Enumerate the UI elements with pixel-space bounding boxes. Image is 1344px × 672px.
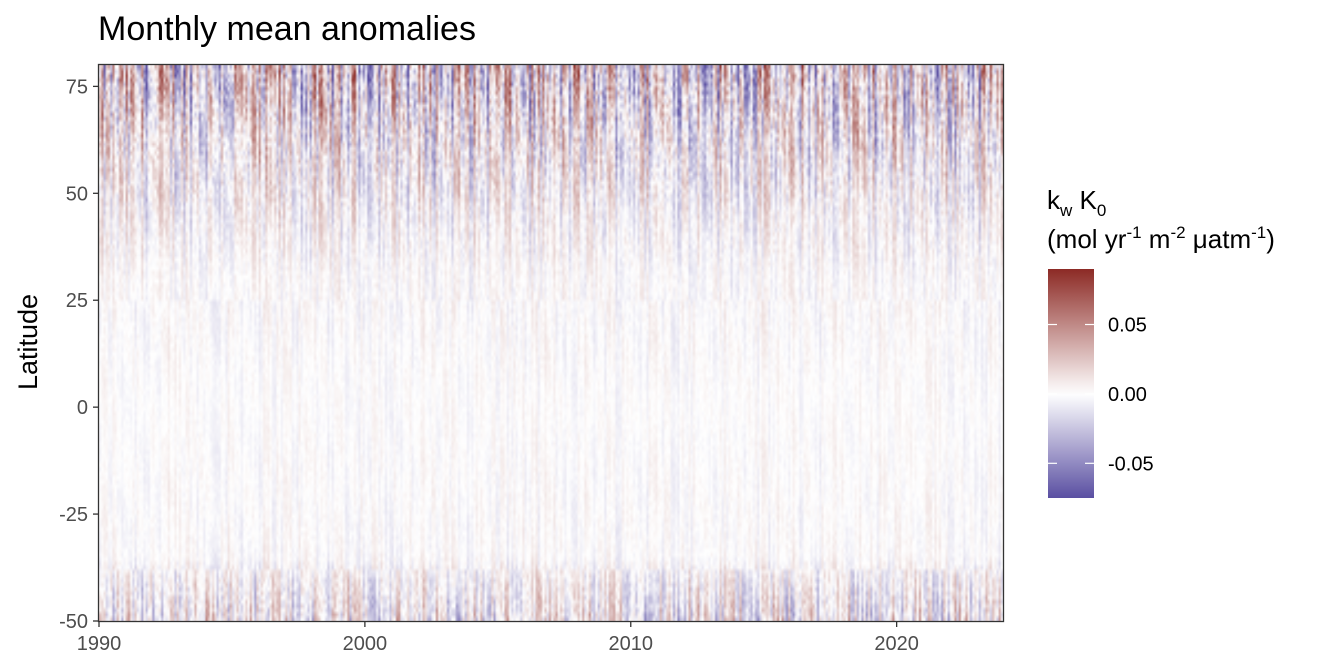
colorbar-tick-label: 0.05 (1108, 315, 1147, 337)
heatmap-cells (99, 65, 1003, 621)
chart-title: Monthly mean anomalies (98, 10, 476, 48)
colorbar-title-K: K (1072, 185, 1097, 215)
colorbar-title: kw K0 (1047, 185, 1106, 220)
colorbar-units: (mol yr-1 m-2 μatm-1) (1047, 223, 1275, 254)
y-tick-label: 75 (66, 76, 88, 98)
colorbar-legend: kw K0 (mol yr-1 m-2 μatm-1) 0.05 0.00 -0.0… (1047, 185, 1275, 498)
colorbar-title-sub-0: 0 (1097, 201, 1106, 220)
colorbar (1048, 269, 1094, 498)
x-tick-label: 1990 (77, 633, 122, 655)
x-tick-label: 2000 (343, 633, 388, 655)
colorbar-ticks: 0.05 0.00 -0.05 (1048, 315, 1154, 475)
colorbar-title-sub-w: w (1059, 201, 1073, 220)
colorbar-title-k: k (1047, 185, 1061, 215)
plot-border (97, 63, 1005, 623)
x-tick-label: 2020 (874, 633, 919, 655)
y-tick-label: -25 (59, 504, 88, 526)
y-tick-label: 50 (66, 183, 88, 205)
y-tick-label: -50 (59, 611, 88, 633)
y-tick-label: 0 (77, 397, 88, 419)
heatmap-plot-area (97, 63, 1005, 623)
x-tick-label: 2010 (609, 633, 654, 655)
colorbar-tick-label: -0.05 (1108, 453, 1154, 475)
y-tick-label: 25 (66, 290, 88, 312)
colorbar-tick-label: 0.00 (1108, 384, 1147, 406)
x-axis: 1990 2000 2010 2020 (77, 621, 919, 655)
y-axis-label: Latitude (13, 294, 43, 390)
y-axis: -50 -25 0 25 50 75 (59, 76, 99, 633)
